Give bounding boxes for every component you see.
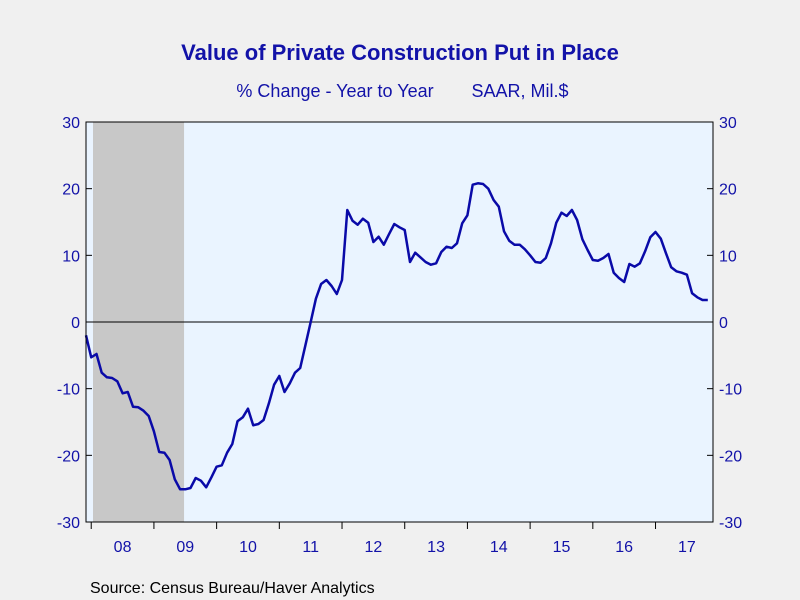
chart-subtitle-right: SAAR, Mil.$ — [471, 81, 568, 101]
y-tick-label-left: 0 — [71, 315, 80, 332]
y-tick-label-right: 20 — [719, 182, 737, 199]
y-tick-label-right: 30 — [719, 115, 737, 132]
y-axis-left: 30 20 10 0 -10 -20 -30 — [57, 115, 92, 532]
y-tick-label-left: 20 — [62, 182, 80, 199]
y-tick-label-left: -10 — [57, 382, 80, 399]
x-tick-label: 11 — [302, 539, 319, 556]
x-tick-label: 15 — [553, 539, 571, 556]
x-tick-label: 14 — [490, 539, 508, 556]
y-tick-label-right: 0 — [719, 315, 728, 332]
x-tick-label: 10 — [239, 539, 257, 556]
x-tick-label: 17 — [678, 539, 696, 556]
x-tick-label: 08 — [114, 539, 132, 556]
y-tick-label-right: -20 — [719, 448, 742, 465]
y-tick-label-right: 10 — [719, 248, 737, 265]
y-axis-right: 30 20 10 0 -10 -20 -30 — [707, 115, 742, 532]
x-tick-label: 13 — [427, 539, 445, 556]
source-note: Source: Census Bureau/Haver Analytics — [90, 580, 375, 597]
x-tick-label: 16 — [615, 539, 633, 556]
series-layer — [84, 182, 708, 491]
x-axis: 08 09 10 11 12 13 14 15 16 17 — [90, 522, 696, 556]
y-tick-label-left: -20 — [57, 448, 80, 465]
y-tick-label-left: -30 — [57, 515, 80, 532]
chart-title: Value of Private Construction Put in Pla… — [181, 40, 619, 65]
y-tick-label-right: -10 — [719, 382, 742, 399]
y-tick-label-left: 10 — [62, 248, 80, 265]
chart-subtitle-left: % Change - Year to Year — [236, 81, 433, 101]
x-tick-label: 12 — [364, 539, 382, 556]
x-tick-label: 09 — [176, 539, 194, 556]
y-tick-label-right: -30 — [719, 515, 742, 532]
series-line-0 — [84, 182, 708, 491]
y-tick-label-left: 30 — [62, 115, 80, 132]
